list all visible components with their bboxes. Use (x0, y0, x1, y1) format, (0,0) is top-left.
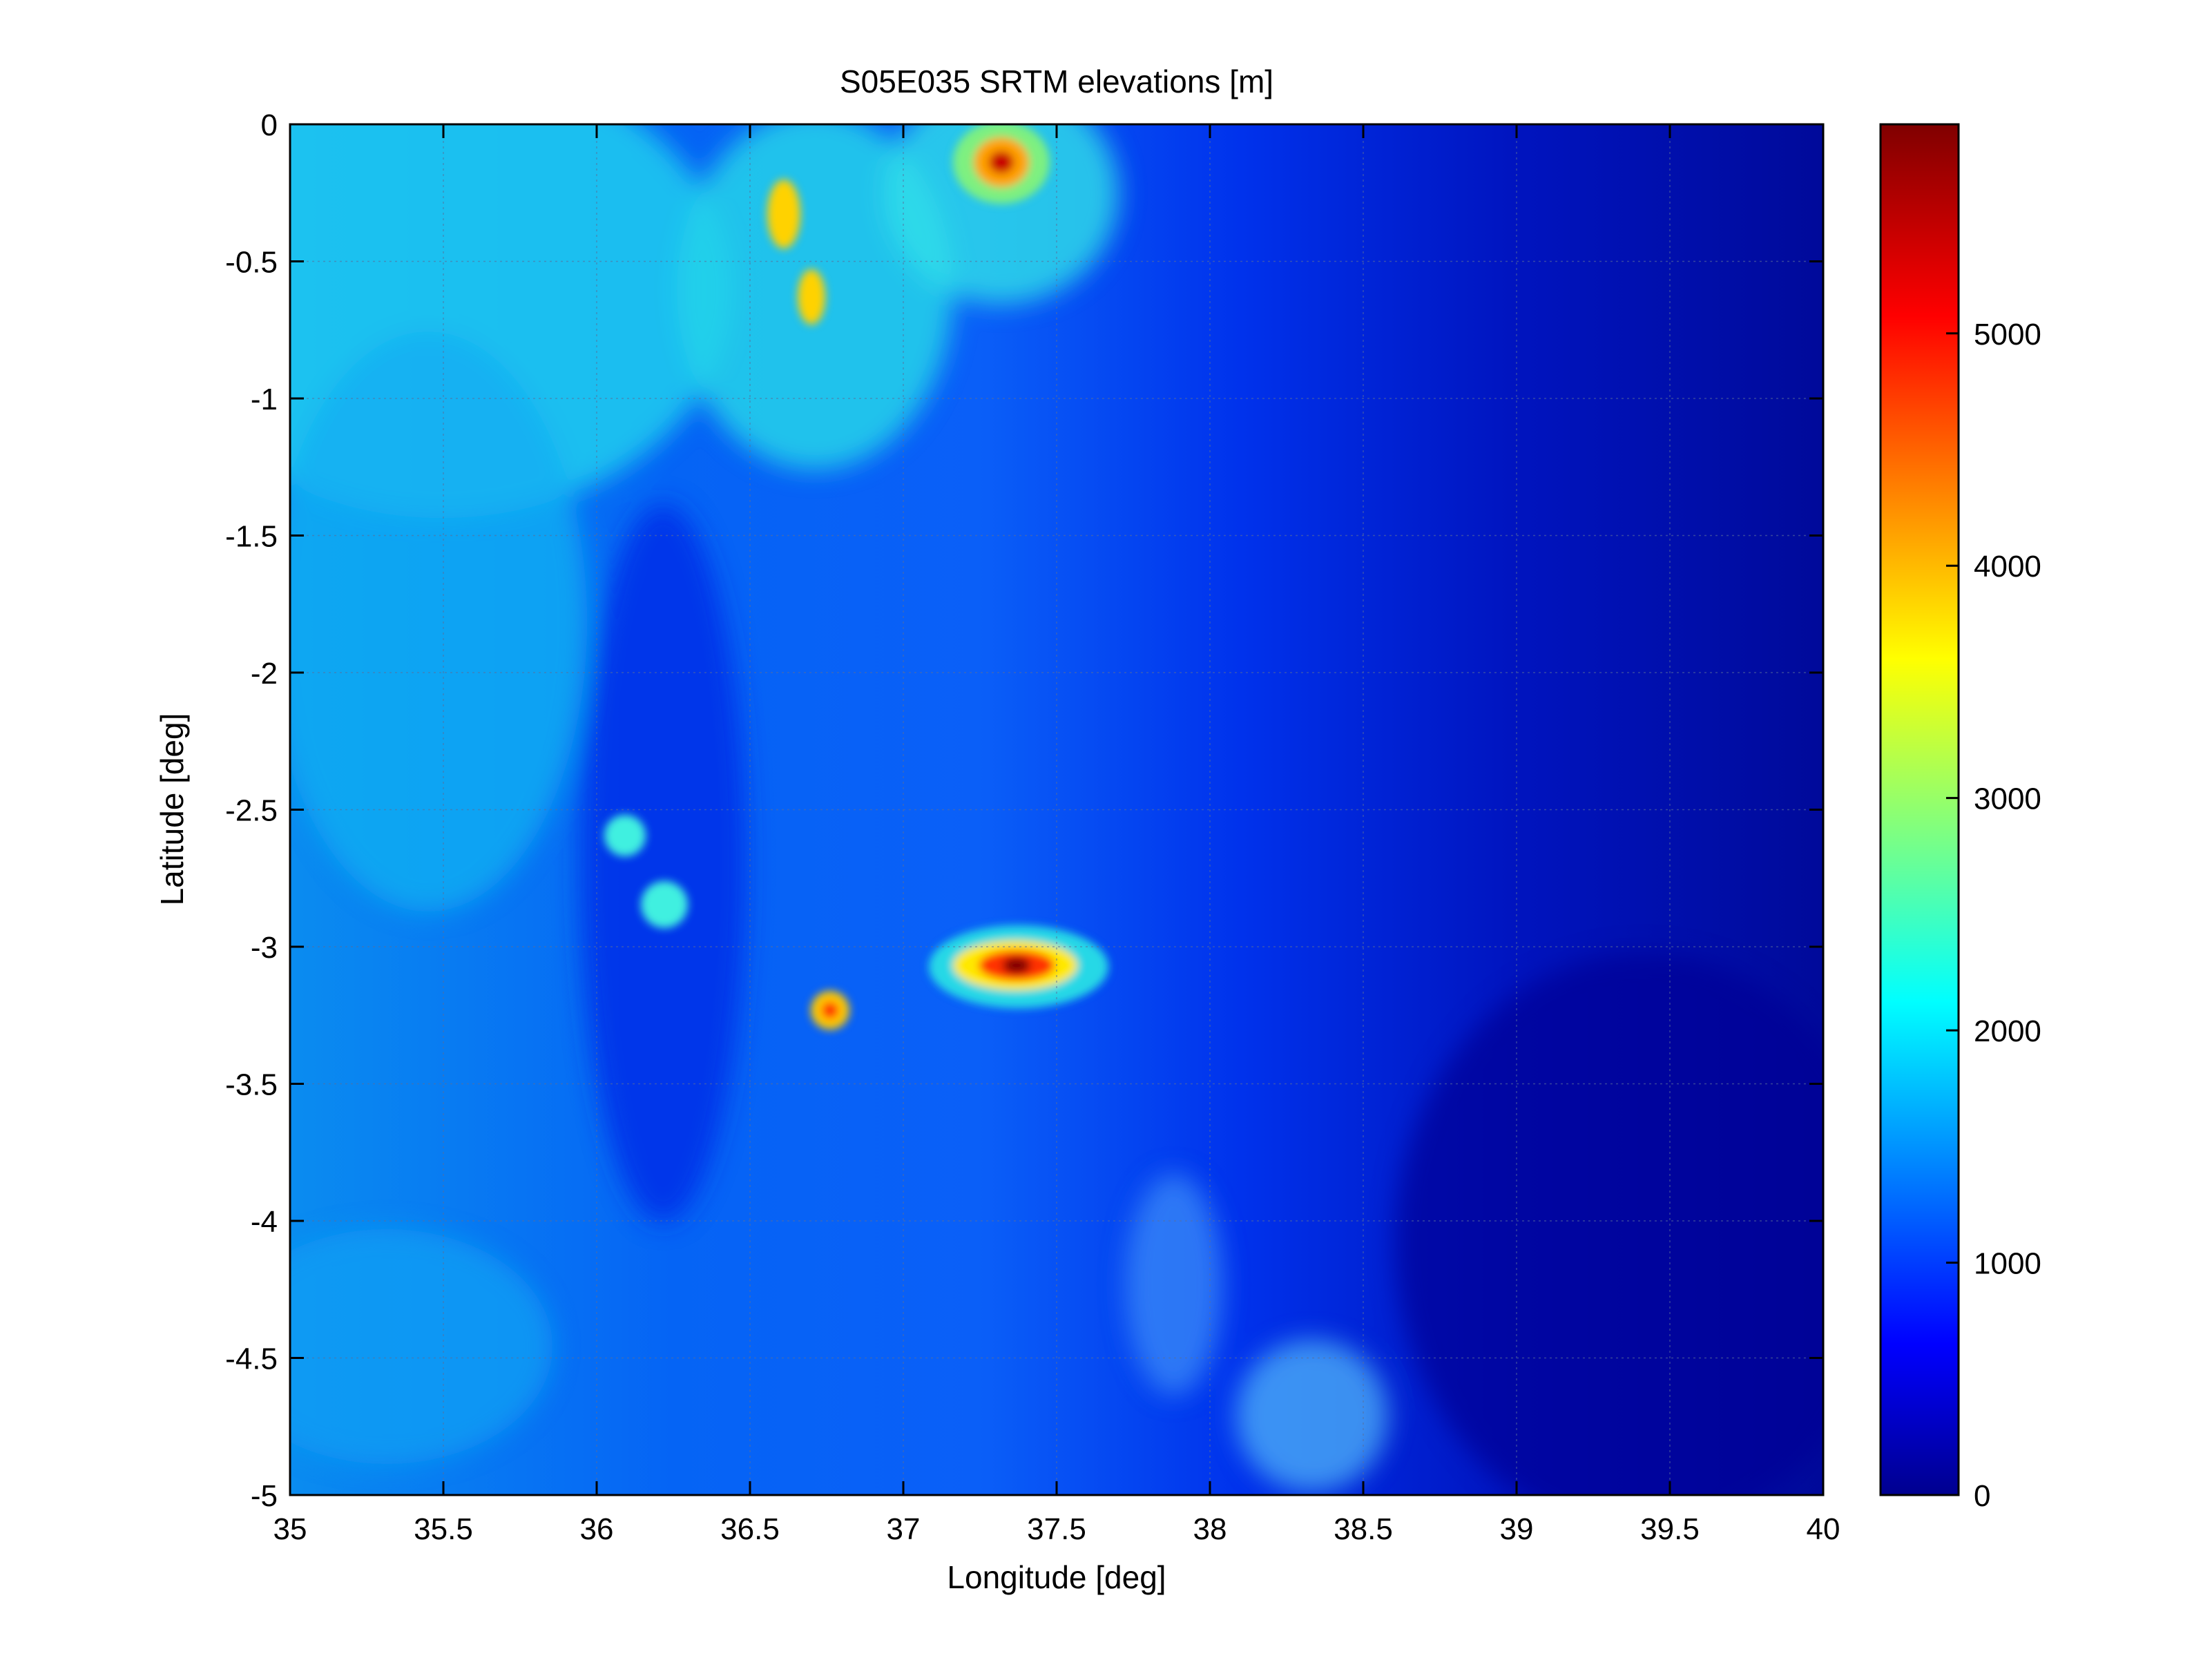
colorbar-tick-label: 4000 (1974, 550, 2041, 584)
peak-aberdares (767, 180, 825, 325)
plateau-north (884, 124, 1119, 304)
grid (290, 124, 1823, 1495)
x-tick-label: 37 (887, 1512, 921, 1546)
y-tick-label: -1.5 (225, 520, 278, 554)
x-tick-label: 35 (273, 1512, 307, 1546)
x-tick-label: 39 (1500, 1512, 1534, 1546)
y-tick-label: -1 (251, 383, 278, 416)
colorbar-tick-label: 5000 (1974, 318, 2041, 351)
y-tick-label: -0.5 (225, 246, 278, 280)
x-tick-label: 37.5 (1027, 1512, 1086, 1546)
terrain-shading (290, 124, 1823, 1495)
y-tick-label: -4 (251, 1205, 278, 1239)
x-tick-label: 38 (1193, 1512, 1227, 1546)
southwest-highland (290, 1229, 552, 1464)
x-axis: 35 35.5 36 36.5 37 37.5 38 38.5 39 39.5 40 (273, 124, 1840, 1546)
colorbar-tick-label: 2000 (1974, 1014, 2041, 1048)
y-tick-label: 0 (261, 108, 278, 142)
usambara-mountains (1236, 1340, 1388, 1492)
x-tick-label: 35.5 (414, 1512, 473, 1546)
x-tick-label: 36.5 (720, 1512, 780, 1546)
y-tick-label: -3.5 (225, 1068, 278, 1102)
eastern-lowland (1395, 953, 1823, 1495)
x-axis-label: Longitude [deg] (947, 1559, 1166, 1595)
colorbar-tick-label: 0 (1974, 1479, 1990, 1513)
x-tick-label: 36 (580, 1512, 614, 1546)
y-axis: 0 -0.5 -1 -1.5 -2 -2.5 -3 -3.5 -4 -4.5 -5 (225, 108, 1823, 1513)
rift-valley (580, 504, 746, 1222)
colorbar-axis: 0 1000 2000 3000 4000 5000 (1946, 318, 2041, 1513)
x-tick-label: 40 (1807, 1512, 1840, 1546)
peak-ngorongoro (604, 815, 688, 928)
colorbar (1879, 123, 1960, 1496)
pare-mountains (1126, 1174, 1222, 1395)
peak-kilimanjaro (929, 925, 1108, 1008)
highland-west (290, 331, 587, 912)
x-tick-label: 39.5 (1640, 1512, 1700, 1546)
colorbar-tick-label: 1000 (1974, 1247, 2041, 1281)
peak-meru (811, 991, 849, 1030)
plot-area (290, 124, 1823, 1495)
y-tick-label: -5 (251, 1479, 278, 1513)
y-tick-label: -3 (251, 931, 278, 965)
y-axis-label: Latitude [deg] (154, 713, 190, 906)
volcano-peaks (604, 124, 1108, 1030)
y-tick-label: -2.5 (225, 794, 278, 828)
colorbar-tick-label: 3000 (1974, 782, 2041, 816)
y-tick-label: -4.5 (225, 1342, 278, 1376)
peak-mount-kenya (953, 124, 1050, 204)
x-tick-label: 38.5 (1334, 1512, 1393, 1546)
y-tick-label: -2 (251, 657, 278, 691)
chart-title: S05E035 SRTM elevations [m] (840, 64, 1273, 99)
